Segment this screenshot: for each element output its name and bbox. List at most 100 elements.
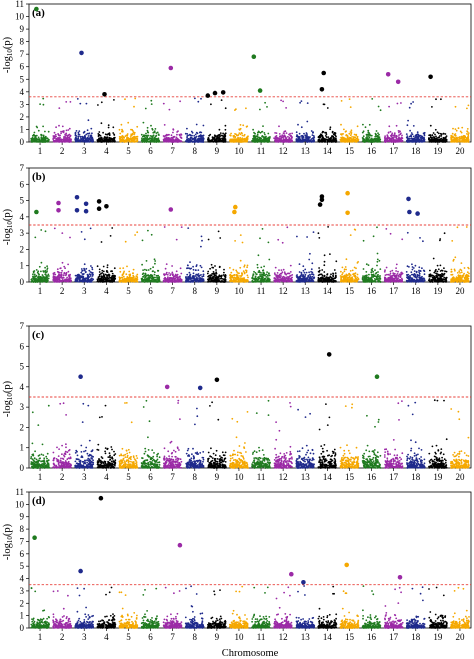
- snp-point: [400, 132, 402, 135]
- snp-point: [466, 131, 469, 133]
- snp-point: [126, 134, 129, 137]
- snp-point: [327, 136, 330, 139]
- snp-point: [58, 124, 60, 127]
- snp-point: [108, 279, 111, 282]
- snp-point: [229, 280, 232, 282]
- snp-point: [152, 134, 155, 137]
- snp-point: [209, 267, 212, 270]
- snp-point: [214, 265, 216, 267]
- snp-point: [111, 272, 114, 275]
- snp-point: [80, 231, 83, 233]
- snp-point: [195, 140, 198, 143]
- snp-point: [78, 140, 81, 143]
- x-tick-label: 15: [345, 146, 355, 156]
- snp-point: [108, 134, 111, 137]
- snp-point: [266, 271, 268, 273]
- snp-point: [74, 134, 77, 137]
- snp-point: [189, 261, 191, 263]
- snp-point: [290, 137, 293, 140]
- x-tick-label: 13: [301, 286, 311, 296]
- snp-point: [88, 276, 91, 278]
- x-tick-label: 12: [279, 286, 288, 296]
- snp-point: [88, 280, 91, 283]
- snp-point: [197, 273, 200, 275]
- snp-point: [165, 263, 168, 265]
- snp-point: [237, 134, 240, 136]
- snp-point: [32, 273, 34, 276]
- snp-point: [107, 140, 110, 143]
- snp-point: [54, 276, 56, 279]
- snp-point: [362, 135, 365, 138]
- snp-point: [153, 280, 156, 283]
- snp-point: [322, 136, 324, 139]
- snp-point: [301, 140, 303, 143]
- snp-point: [245, 136, 248, 139]
- y-tick-label: 8: [20, 37, 25, 47]
- snp-point: [296, 135, 298, 138]
- snp-point: [240, 280, 242, 283]
- snp-point: [201, 239, 203, 242]
- snp-point: [209, 140, 211, 143]
- snp-point: [86, 275, 89, 278]
- snp-point: [362, 137, 364, 140]
- snp-point: [104, 280, 106, 282]
- snp-point: [166, 273, 169, 276]
- snp-point: [256, 263, 259, 266]
- snp-point: [148, 280, 151, 283]
- snp-point: [310, 130, 313, 132]
- snp-point: [195, 273, 198, 276]
- snp-point: [247, 276, 249, 279]
- snp-point: [179, 267, 182, 270]
- snp-point: [434, 128, 437, 131]
- x-tick-label: 18: [411, 146, 421, 156]
- x-tick-label: 18: [411, 286, 421, 296]
- snp-point: [141, 135, 144, 138]
- snp-point: [125, 140, 128, 143]
- snp-point: [67, 263, 69, 266]
- snp-point: [172, 141, 174, 143]
- snp-point: [220, 277, 223, 280]
- snp-point: [353, 133, 356, 136]
- significant-snp: [428, 74, 433, 80]
- snp-point: [60, 276, 62, 279]
- snp-point: [303, 132, 305, 135]
- snp-point: [61, 125, 64, 128]
- snp-point: [214, 274, 217, 276]
- snp-point: [295, 131, 298, 134]
- snp-point: [86, 139, 89, 142]
- snp-point: [279, 276, 282, 279]
- snp-point: [196, 139, 199, 141]
- snp-point: [224, 140, 227, 143]
- snp-point: [106, 279, 109, 282]
- snp-point: [118, 276, 121, 279]
- snp-point: [87, 140, 90, 143]
- snp-point: [423, 136, 425, 139]
- snp-point: [256, 280, 259, 282]
- snp-point: [136, 140, 139, 143]
- snp-point: [134, 97, 137, 100]
- snp-point: [67, 129, 70, 131]
- snp-point: [220, 274, 223, 277]
- snp-point: [69, 273, 71, 276]
- snp-point: [173, 136, 176, 138]
- snp-point: [76, 98, 79, 100]
- snp-point: [82, 280, 85, 282]
- snp-point: [288, 133, 290, 136]
- snp-point: [153, 273, 156, 276]
- snp-point: [438, 135, 441, 137]
- snp-point: [261, 277, 263, 280]
- snp-point: [454, 134, 456, 137]
- snp-point: [416, 131, 419, 134]
- snp-point: [374, 132, 377, 135]
- snp-point: [235, 133, 237, 136]
- snp-point: [174, 273, 177, 276]
- snp-point: [35, 269, 38, 271]
- snp-point: [100, 275, 103, 278]
- snp-point: [400, 138, 403, 141]
- snp-point: [263, 274, 266, 277]
- snp-point: [209, 133, 212, 136]
- snp-point: [197, 100, 200, 103]
- snp-point: [90, 279, 93, 282]
- snp-point: [413, 140, 416, 143]
